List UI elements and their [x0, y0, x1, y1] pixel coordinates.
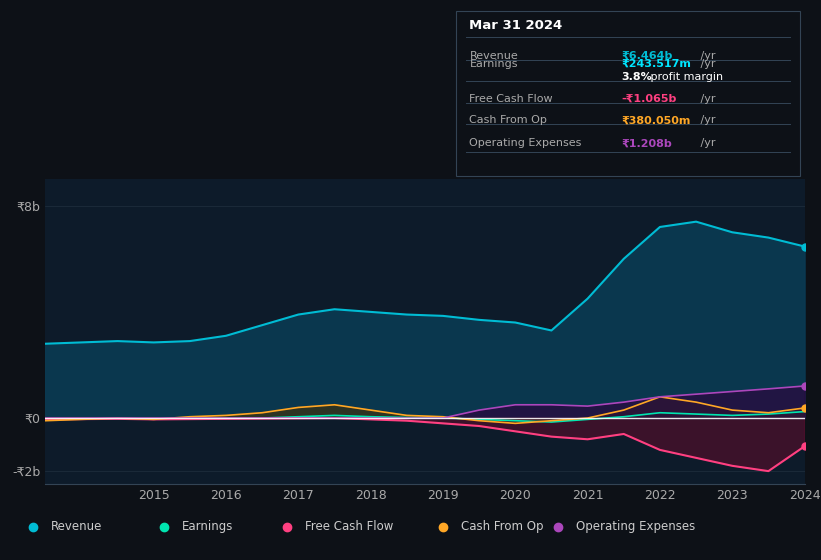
- Text: Cash From Op: Cash From Op: [461, 520, 544, 533]
- Text: ₹243.517m: ₹243.517m: [621, 59, 691, 69]
- Text: Operating Expenses: Operating Expenses: [470, 138, 582, 148]
- Text: /yr: /yr: [697, 51, 716, 61]
- Text: Revenue: Revenue: [470, 51, 518, 61]
- Text: Operating Expenses: Operating Expenses: [576, 520, 695, 533]
- Text: /yr: /yr: [697, 59, 716, 69]
- Text: Mar 31 2024: Mar 31 2024: [470, 20, 562, 32]
- Text: -₹1.065b: -₹1.065b: [621, 94, 677, 104]
- Text: ₹380.050m: ₹380.050m: [621, 115, 690, 125]
- Text: Cash From Op: Cash From Op: [470, 115, 548, 125]
- Text: ₹6.464b: ₹6.464b: [621, 51, 672, 61]
- Text: Earnings: Earnings: [470, 59, 518, 69]
- Text: /yr: /yr: [697, 94, 716, 104]
- Text: Revenue: Revenue: [51, 520, 103, 533]
- FancyBboxPatch shape: [456, 11, 800, 176]
- Text: 3.8%: 3.8%: [621, 72, 652, 82]
- Text: profit margin: profit margin: [647, 72, 723, 82]
- Text: /yr: /yr: [697, 115, 716, 125]
- Text: Free Cash Flow: Free Cash Flow: [470, 94, 553, 104]
- Text: /yr: /yr: [697, 138, 716, 148]
- Text: Free Cash Flow: Free Cash Flow: [305, 520, 394, 533]
- Text: Earnings: Earnings: [182, 520, 234, 533]
- Text: ₹1.208b: ₹1.208b: [621, 138, 672, 148]
